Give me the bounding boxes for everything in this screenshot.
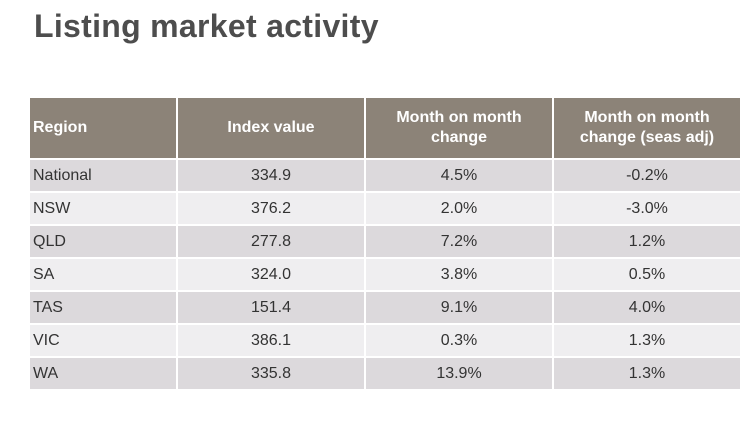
cell-index-value: 386.1 [178, 325, 364, 356]
cell-mom-change: 7.2% [366, 226, 552, 257]
cell-mom-change-seas-adj: -3.0% [554, 193, 740, 224]
cell-index-value: 151.4 [178, 292, 364, 323]
cell-mom-change-seas-adj: 4.0% [554, 292, 740, 323]
cell-mom-change: 2.0% [366, 193, 552, 224]
page-title: Listing market activity [34, 8, 379, 44]
cell-mom-change-seas-adj: -0.2% [554, 160, 740, 191]
table-row: QLD 277.8 7.2% 1.2% [30, 226, 740, 257]
table-row: WA 335.8 13.9% 1.3% [30, 358, 740, 389]
table-header-row: Region Index value Month on month change… [30, 98, 740, 158]
column-header-month-on-month-change-seas-adj: Month on month change (seas adj) [554, 98, 740, 158]
cell-region: VIC [30, 325, 176, 356]
table-row: NSW 376.2 2.0% -3.0% [30, 193, 740, 224]
cell-mom-change: 4.5% [366, 160, 552, 191]
column-header-month-on-month-change: Month on month change [366, 98, 552, 158]
cell-mom-change-seas-adj: 1.3% [554, 325, 740, 356]
column-header-region: Region [30, 98, 176, 158]
column-header-mom-line1: Month on month [396, 109, 522, 126]
cell-index-value: 334.9 [178, 160, 364, 191]
column-header-mom-sa-line1: Month on month [584, 109, 710, 126]
cell-region: QLD [30, 226, 176, 257]
cell-mom-change: 3.8% [366, 259, 552, 290]
cell-mom-change-seas-adj: 0.5% [554, 259, 740, 290]
cell-index-value: 324.0 [178, 259, 364, 290]
cell-index-value: 277.8 [178, 226, 364, 257]
cell-index-value: 335.8 [178, 358, 364, 389]
column-header-mom-line2: change [430, 129, 487, 146]
listing-activity-table-container: Region Index value Month on month change… [28, 96, 742, 391]
cell-region: NSW [30, 193, 176, 224]
cell-region: National [30, 160, 176, 191]
cell-region: TAS [30, 292, 176, 323]
cell-index-value: 376.2 [178, 193, 364, 224]
cell-mom-change: 9.1% [366, 292, 552, 323]
column-header-index-value: Index value [178, 98, 364, 158]
cell-region: WA [30, 358, 176, 389]
table-row: SA 324.0 3.8% 0.5% [30, 259, 740, 290]
cell-mom-change: 13.9% [366, 358, 552, 389]
table-row: TAS 151.4 9.1% 4.0% [30, 292, 740, 323]
column-header-mom-sa-line2: change (seas adj) [579, 129, 715, 146]
listing-activity-table: Region Index value Month on month change… [28, 96, 742, 391]
cell-mom-change-seas-adj: 1.3% [554, 358, 740, 389]
cell-mom-change-seas-adj: 1.2% [554, 226, 740, 257]
cell-mom-change: 0.3% [366, 325, 552, 356]
cell-region: SA [30, 259, 176, 290]
table-row: VIC 386.1 0.3% 1.3% [30, 325, 740, 356]
table-row: National 334.9 4.5% -0.2% [30, 160, 740, 191]
